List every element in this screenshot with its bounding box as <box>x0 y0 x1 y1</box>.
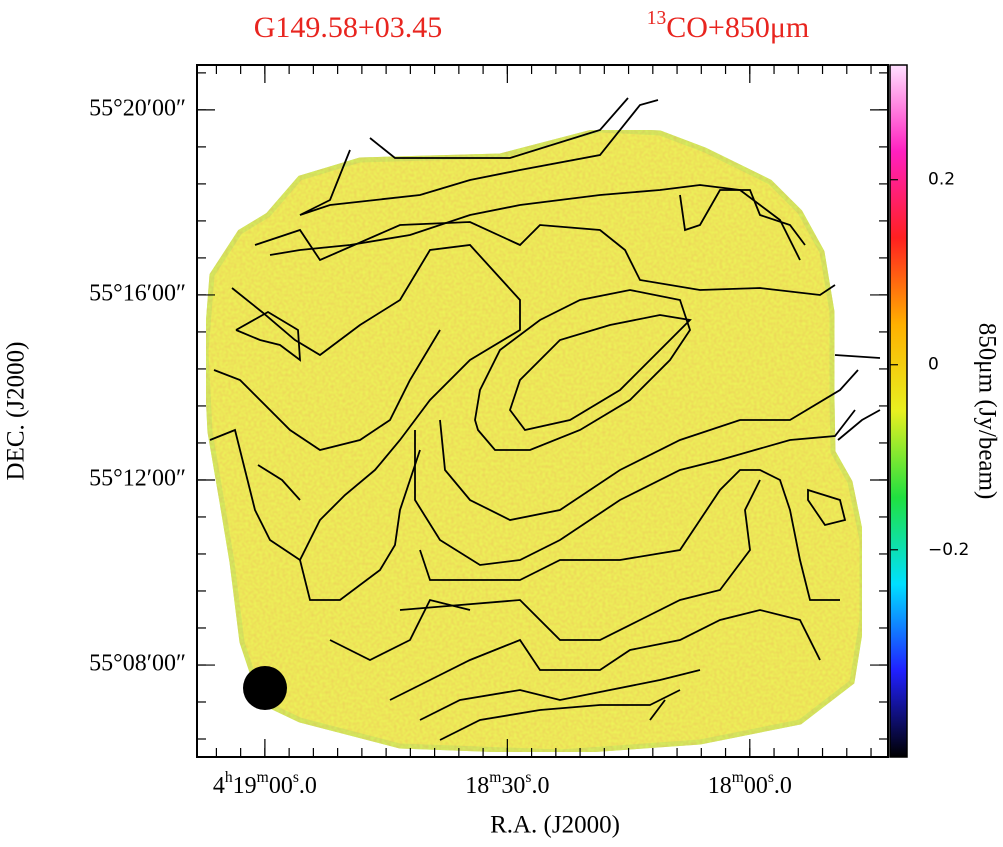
y-tick-label: 55°16′00″ <box>89 280 186 306</box>
y-tick-label: 55°08′00″ <box>89 651 186 677</box>
contours <box>209 97 881 741</box>
colorbar-tick-label: 0.2 <box>928 170 955 190</box>
x-axis-label: R.A. (J2000) <box>490 812 620 839</box>
y-axis-label: DEC. (J2000) <box>3 342 30 481</box>
colorbar-tick-label: 0 <box>928 355 939 375</box>
colorbar-tick-label: −0.2 <box>928 540 969 560</box>
x-tick-label: 18m00s.0 <box>708 769 792 798</box>
x-tick-label: 18m30s.0 <box>465 769 549 798</box>
colorbar <box>889 64 908 758</box>
beam <box>243 666 287 710</box>
x-tick-label: 4h19m00s.0 <box>213 769 317 798</box>
plot-frame <box>196 64 889 758</box>
colorbar-label: 850μm (Jy/beam) <box>973 323 1000 500</box>
subtitle: 13CO+850μm <box>647 8 810 44</box>
y-tick-label: 55°12′00″ <box>89 465 186 491</box>
y-tick-label: 55°20′00″ <box>89 95 186 121</box>
emission-map <box>203 127 865 755</box>
title: G149.58+03.45 <box>254 11 443 44</box>
